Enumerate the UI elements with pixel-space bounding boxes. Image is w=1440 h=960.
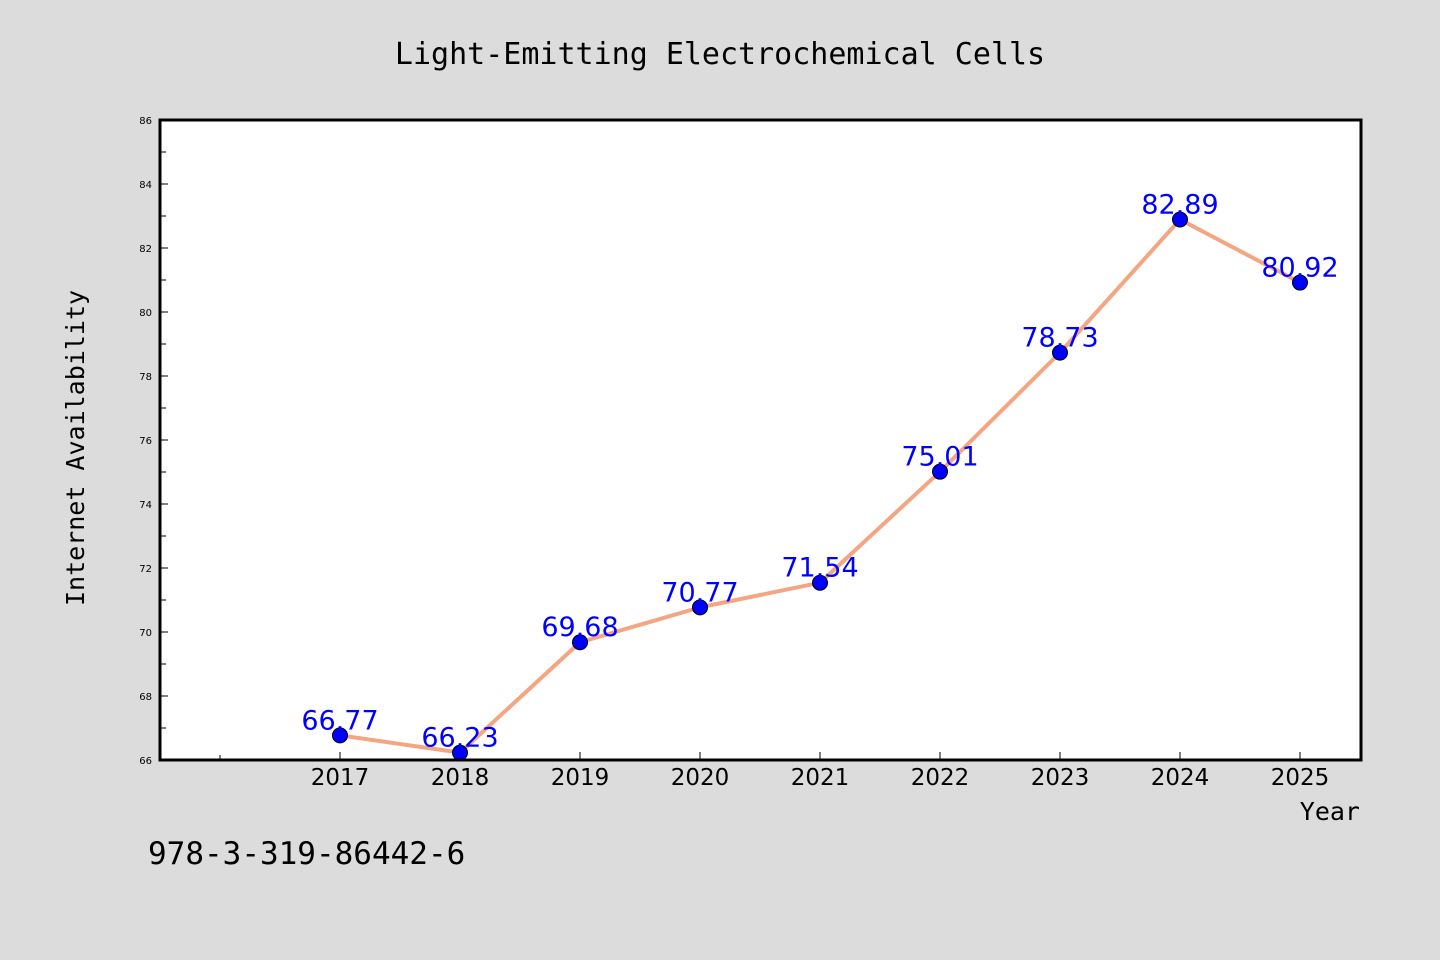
x-tick-label: 2025: [1271, 765, 1330, 791]
x-tick-label: 2022: [911, 765, 970, 791]
data-point-marker: [1292, 274, 1308, 291]
y-tick-label: 68: [139, 692, 152, 703]
data-label: 66.23: [421, 723, 498, 754]
data-point-marker: [932, 463, 948, 480]
data-label: 71.54: [781, 553, 858, 584]
x-tick-label: 2017: [311, 765, 370, 791]
y-tick-label: 84: [139, 180, 152, 191]
y-tick-label: 66: [139, 756, 152, 767]
data-point-marker: [1172, 211, 1188, 228]
data-label: 69.68: [541, 612, 618, 643]
y-tick-label: 72: [139, 564, 152, 575]
y-tick-label: 82: [139, 244, 152, 255]
x-tick-label: 2023: [1031, 765, 1090, 791]
data-label: 80.92: [1261, 253, 1338, 284]
data-label: 75.01: [901, 442, 978, 473]
data-label: 70.77: [661, 577, 738, 608]
plot-area: [160, 120, 1361, 760]
x-axis-label: Year: [1300, 797, 1360, 826]
y-tick-label: 86: [139, 116, 152, 127]
footer-identifier: 978-3-319-86442-6: [148, 836, 465, 872]
x-axis-ticks: 2017 2018 2019 2020 2021 2022 2023 2024 2025: [219, 752, 1330, 791]
data-label: 78.73: [1021, 323, 1098, 354]
y-axis-label: Internet Availability: [61, 290, 90, 606]
series-group: [332, 211, 1308, 761]
y-tick-label: 80: [139, 308, 152, 319]
y-tick-label: 76: [139, 436, 152, 447]
data-label: 82.89: [1141, 190, 1218, 221]
data-point-marker: [1052, 344, 1068, 361]
plot-frame: [158, 118, 1363, 762]
chart-title: Light-Emitting Electrochemical Cells: [395, 37, 1045, 72]
data-point-marker: [332, 727, 348, 744]
data-point-marker: [572, 634, 588, 651]
data-labels-group: 66.77 66.23 69.68 70.77 71.54 75.01 78.73 82.89…: [301, 190, 1338, 754]
data-point-marker: [692, 599, 708, 616]
y-tick-label: 70: [139, 628, 152, 639]
data-point-marker: [812, 574, 828, 591]
x-tick-label: 2024: [1151, 765, 1210, 791]
data-label: 66.77: [301, 705, 378, 736]
x-tick-label: 2019: [551, 765, 610, 791]
x-tick-label: 2018: [431, 765, 490, 791]
x-tick-label: 2021: [791, 765, 850, 791]
x-tick-label: 2020: [671, 765, 730, 791]
y-tick-label: 74: [139, 500, 152, 511]
y-tick-label: 78: [139, 372, 152, 383]
